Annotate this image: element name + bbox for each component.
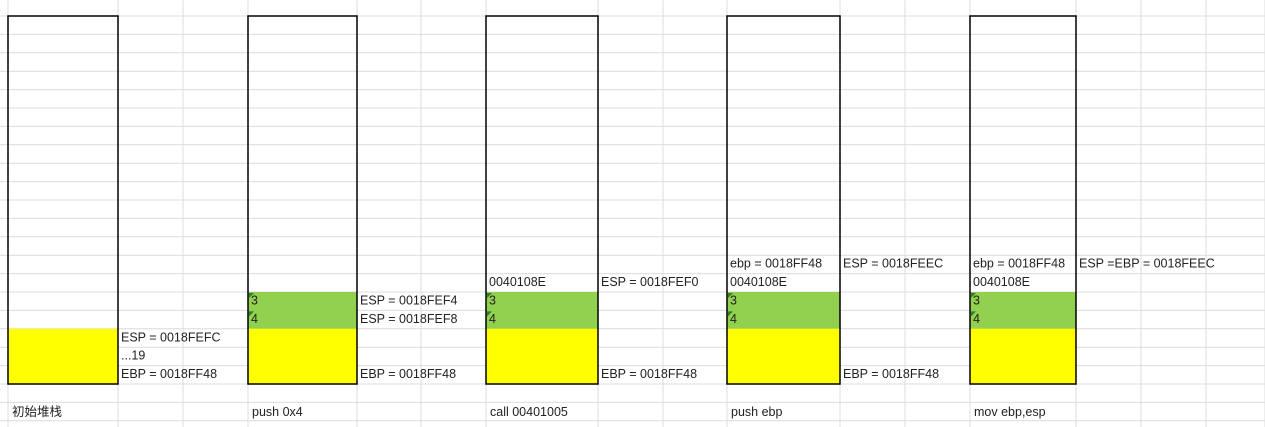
initial-area [486,328,598,384]
pushed-area [486,292,598,329]
stack-cell: 4 [489,312,496,326]
stack-cell: 0040108E [973,275,1030,289]
register-label: ESP = 0018FEF4 [360,293,457,307]
pushed-area [248,292,357,329]
initial-area [248,328,357,384]
stack-cell: ebp = 0018FF48 [730,257,822,271]
stack-cell: 4 [730,312,737,326]
register-label: EBP = 0018FF48 [843,367,939,381]
step-caption: push ebp [731,405,782,419]
initial-area [970,328,1076,384]
stack-cell: 3 [973,293,980,307]
step-caption: call 00401005 [490,405,568,419]
register-label: ...19 [121,349,145,363]
register-label: ESP = 0018FEEC [843,257,943,271]
stack-box [485,15,599,385]
text-number-flag [487,311,492,317]
stack-cell: 3 [489,293,496,307]
register-label: ESP = 0018FEFC [121,330,220,344]
stack-box [969,15,1077,385]
stack-cell: 0040108E [489,275,546,289]
register-label: EBP = 0018FF48 [360,367,456,381]
text-number-flag [728,311,733,317]
register-label: ESP =EBP = 0018FEEC [1079,257,1215,271]
stack-cell: 3 [251,293,258,307]
stack-cell: ebp = 0018FF48 [973,257,1065,271]
content: ESP = 0018FEFC ...19 EBP = 0018FF48 初始堆栈 3 4 E… [7,15,1215,419]
register-label: EBP = 0018FF48 [601,367,697,381]
text-number-flag [249,311,254,317]
stack-cell: 4 [251,312,258,326]
text-number-flag [971,293,976,298]
pushed-area [970,292,1076,329]
stack-box [247,15,358,385]
text-number-flag [971,311,976,317]
initial-area [8,328,118,384]
step-caption: mov ebp,esp [974,405,1046,419]
step-caption: push 0x4 [252,405,303,419]
stack-cell: 3 [730,293,737,307]
initial-area [727,328,840,384]
register-label: ESP = 0018FEF8 [360,312,457,326]
text-number-flag [728,293,733,298]
step-caption: 初始堆栈 [12,404,62,419]
register-label: ESP = 0018FEF0 [601,275,698,289]
stack-box [726,15,841,385]
pushed-area [727,292,840,329]
text-number-flag [487,293,492,298]
stack-box [7,15,119,385]
stack-cell: 4 [973,312,980,326]
register-label: EBP = 0018FF48 [121,367,217,381]
text-number-flag [249,293,254,298]
stack-cell: 0040108E [730,275,787,289]
